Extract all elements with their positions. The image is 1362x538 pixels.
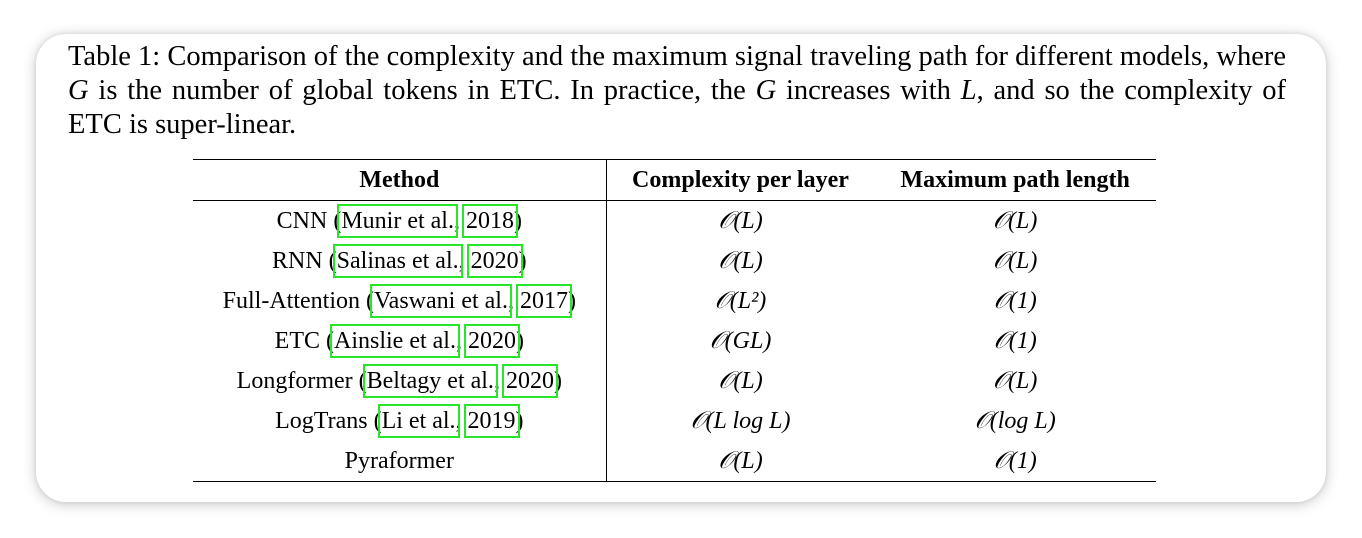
citation-year-link[interactable]: 2020 [501,363,558,398]
method-name: ETC [274,327,320,354]
method-name: Longformer [236,367,353,394]
complexity-value: 𝒪(L log L) [690,407,791,434]
citation-author-link[interactable]: Vaswani et al. [370,283,512,318]
method-name: RNN [271,247,323,274]
method-cell: Longformer (Beltagy et al., 2020) [193,361,607,401]
caption-prefix: Table 1: Comparison of the complexity an… [68,41,1286,72]
complexity-cell: 𝒪(L) [606,361,874,401]
complexity-cell: 𝒪(L²) [606,281,874,321]
header-complexity: Complexity per layer [606,159,875,201]
table-row: ETC (Ainslie et al., 2020) 𝒪(GL) 𝒪(1) [193,321,1156,361]
path-length-cell: 𝒪(1) [874,321,1156,361]
path-length-value: 𝒪(1) [993,287,1037,314]
citation-author-link[interactable]: Beltagy et al. [362,363,498,398]
method-name: CNN [276,207,328,234]
header-path-length: Maximum path length [874,159,1156,201]
path-length-cell: 𝒪(L) [874,241,1156,281]
table-row: Longformer (Beltagy et al., 2020) 𝒪(L) 𝒪(L… [193,361,1156,401]
method-name: Pyraformer [344,447,454,474]
path-length-value: 𝒪(L) [992,207,1038,234]
method-cell: RNN (Salinas et al., 2020) [193,241,607,281]
table-header-row: Method Complexity per layer Maximum path… [193,159,1156,201]
citation-year-link[interactable]: 2020 [466,243,523,278]
table-row: CNN (Munir et al., 2018) 𝒪(L) 𝒪(L) [193,200,1156,242]
complexity-value: 𝒪(GL) [709,327,772,354]
caption-mid-2: increases with [776,75,961,106]
path-length-value: 𝒪(1) [993,327,1037,354]
table-row: Full-Attention (Vaswani et al., 2017) 𝒪(L… [193,281,1156,321]
path-length-value: 𝒪(L) [992,247,1038,274]
method-cell: Full-Attention (Vaswani et al., 2017) [193,281,607,321]
citation-author-link[interactable]: Salinas et al. [332,243,463,278]
table-caption: Table 1: Comparison of the complexity an… [68,40,1286,142]
complexity-value: 𝒪(L) [718,367,763,394]
caption-var-g-2: G [755,75,777,106]
complexity-cell: 𝒪(L log L) [606,401,874,441]
complexity-cell: 𝒪(GL) [606,321,874,361]
path-length-value: 𝒪(L) [992,367,1038,394]
path-length-value: 𝒪(log L) [974,407,1056,434]
caption-var-g: G [68,75,89,106]
caption-mid-1: is the number of global tokens in ETC. I… [88,75,756,106]
citation-year-link[interactable]: 2020 [463,323,520,358]
method-cell: CNN (Munir et al., 2018) [193,200,607,241]
comparison-table: Method Complexity per layer Maximum path… [193,159,1156,482]
method-cell: ETC (Ainslie et al., 2020) [193,321,607,361]
path-length-value: 𝒪(1) [993,447,1037,474]
caption-var-l: L [960,75,977,106]
complexity-value: 𝒪(L²) [714,287,767,314]
complexity-value: 𝒪(L) [718,247,763,274]
citation-year-link[interactable]: 2019 [463,403,520,438]
complexity-value: 𝒪(L) [718,207,763,234]
method-cell: Pyraformer [193,441,607,482]
table-row: LogTrans (Li et al., 2019) 𝒪(L log L) 𝒪(lo… [193,401,1156,441]
method-name: LogTrans [275,407,368,434]
method-name: Full-Attention [222,287,360,314]
table-row: RNN (Salinas et al., 2020) 𝒪(L) 𝒪(L) [193,241,1156,281]
path-length-cell: 𝒪(1) [874,281,1156,321]
complexity-cell: 𝒪(L) [606,241,874,281]
header-method: Method [193,159,607,201]
complexity-cell: 𝒪(L) [606,201,874,242]
complexity-cell: 𝒪(L) [606,441,875,482]
path-length-cell: 𝒪(L) [874,361,1156,401]
path-length-cell: 𝒪(L) [874,201,1156,242]
caption-suffix: , and so the complexity of ETC is super-… [68,75,1287,140]
complexity-value: 𝒪(L) [718,447,763,474]
citation-author-link[interactable]: Ainslie et al. [329,323,460,358]
method-cell: LogTrans (Li et al., 2019) [193,401,607,441]
citation-author-link[interactable]: Munir et al. [337,203,458,238]
path-length-cell: 𝒪(1) [874,441,1156,482]
table-body: CNN (Munir et al., 2018) 𝒪(L) 𝒪(L) RNN (Sal… [193,200,1156,482]
citation-author-link[interactable]: Li et al. [377,403,460,438]
citation-year-link[interactable]: 2017 [515,283,572,318]
path-length-cell: 𝒪(log L) [874,401,1156,441]
citation-year-link[interactable]: 2018 [461,203,518,238]
table-row: Pyraformer 𝒪(L) 𝒪(1) [193,441,1156,482]
